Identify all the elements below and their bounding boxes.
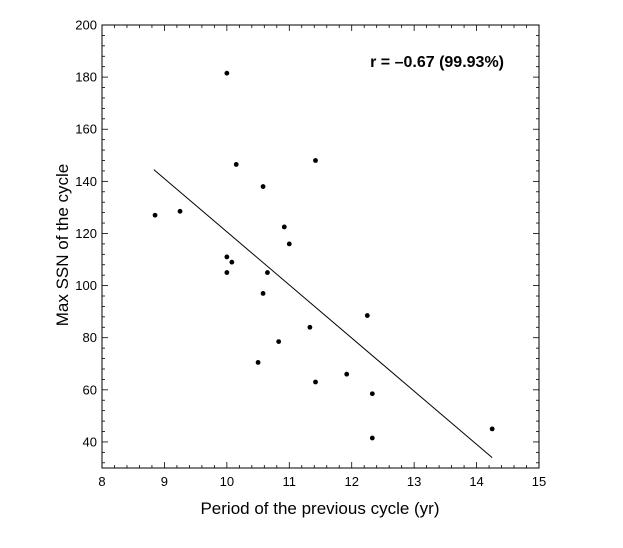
x-tick-label: 9 [161, 474, 168, 489]
y-tick-label: 40 [83, 434, 97, 449]
data-point [229, 259, 235, 265]
data-point [255, 360, 261, 365]
data-point [276, 339, 282, 345]
regression-line-group [153, 169, 493, 458]
x-tick-label: 12 [344, 474, 358, 489]
y-tick-label: 200 [75, 18, 97, 33]
data-point [344, 371, 350, 377]
x-tick-label: 15 [532, 474, 546, 489]
data-point [233, 162, 239, 167]
y-tick-label: 180 [75, 70, 97, 85]
data-point [224, 254, 230, 260]
data-point [369, 391, 375, 397]
regression-line [153, 169, 493, 458]
data-point [260, 291, 266, 296]
axis-ticks [101, 24, 540, 468]
plot-frame [101, 24, 540, 469]
data-point [224, 70, 230, 76]
y-tick-label: 160 [75, 122, 97, 137]
data-point [313, 158, 318, 163]
data-point [177, 208, 183, 214]
data-point [364, 313, 370, 318]
data-point [286, 241, 292, 247]
y-tick-label: 120 [75, 226, 97, 241]
data-point [281, 224, 287, 230]
data-points [152, 70, 495, 441]
correlation-annotation: r = –0.67 (99.93%) [370, 54, 504, 71]
data-point [260, 184, 266, 189]
data-point [313, 379, 318, 385]
y-tick-label: 60 [83, 382, 97, 397]
y-axis-label: Max SSN of the cycle [53, 164, 72, 327]
x-tick-label: 11 [283, 474, 297, 489]
x-tick-label: 13 [407, 474, 421, 489]
y-tick-label: 100 [75, 278, 97, 293]
data-point [152, 212, 158, 218]
x-tick-label: 10 [220, 474, 234, 489]
x-tick-label: 14 [469, 474, 483, 489]
x-axis-label: Period of the previous cycle (yr) [200, 499, 439, 518]
data-point [307, 324, 313, 330]
x-tick-label: 8 [98, 474, 105, 489]
data-point [265, 270, 270, 275]
data-point [489, 426, 495, 432]
data-point [369, 435, 375, 441]
data-point [224, 270, 230, 275]
y-tick-label: 140 [75, 174, 97, 189]
tick-labels: 8 9 10 11 12 13 14 15 40 60 80 100 120 140 160 180 200 [75, 18, 546, 490]
y-tick-label: 80 [83, 330, 97, 345]
plot-area [101, 24, 540, 469]
